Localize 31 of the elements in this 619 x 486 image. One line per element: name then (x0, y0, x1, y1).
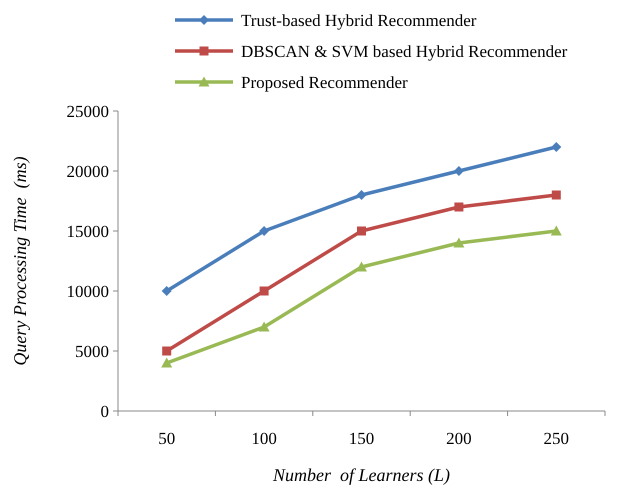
point (552, 190, 561, 200)
x-tick-label: 50 (158, 429, 176, 448)
point (260, 286, 269, 296)
y-tick-label: 15000 (66, 222, 109, 241)
point (454, 202, 464, 212)
y-tick-label: 0 (100, 402, 109, 421)
point (259, 226, 270, 236)
point (550, 226, 562, 236)
point (258, 322, 270, 332)
point (162, 346, 172, 356)
point (453, 238, 464, 248)
point (356, 190, 366, 200)
point (454, 166, 464, 176)
y-tick-label: 20000 (66, 162, 109, 181)
x-axis-title: Number of Learners (L) (272, 465, 450, 485)
legend-label: Proposed Recommender (241, 73, 408, 92)
x-tick-label: 250 (544, 429, 570, 448)
x-tick-label: 150 (348, 429, 374, 448)
y-tick-label: 10000 (66, 282, 109, 301)
point (162, 286, 172, 296)
y-axis-title: Query Processing Time (ms) (10, 156, 30, 366)
point (551, 142, 562, 152)
x-tick-label: 100 (251, 429, 277, 448)
legend-label: Trust-based Hybrid Recommender (241, 11, 477, 30)
y-tick-label: 25000 (66, 102, 109, 121)
point (357, 226, 366, 236)
y-tick-label: 5000 (75, 342, 109, 361)
legend-label: DBSCAN & SVM based Hybrid Recommender (241, 42, 568, 61)
point (356, 262, 367, 272)
point (161, 358, 172, 368)
x-tick-label: 200 (446, 429, 472, 448)
